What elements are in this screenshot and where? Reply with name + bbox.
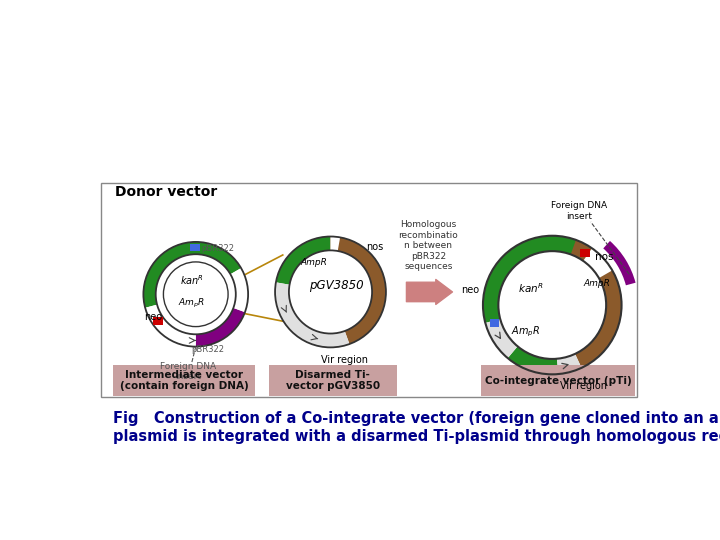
FancyBboxPatch shape (490, 319, 499, 327)
Wedge shape (276, 237, 330, 285)
Wedge shape (508, 346, 558, 374)
Wedge shape (230, 268, 248, 312)
Text: Am$_p$R: Am$_p$R (179, 297, 205, 310)
Text: Vir region: Vir region (559, 381, 606, 391)
FancyBboxPatch shape (113, 365, 255, 396)
Text: Am$_p$R: Am$_p$R (510, 325, 540, 339)
Text: Vir region: Vir region (321, 355, 368, 365)
Text: Fig   Construction of a Co-integrate vector (foreign gene cloned into an appropr: Fig Construction of a Co-integrate vecto… (113, 411, 720, 427)
Text: Homologous
recombinatio
n between
pBR322
sequences: Homologous recombinatio n between pBR322… (398, 220, 458, 271)
Wedge shape (571, 240, 621, 368)
Text: Co-integrate vector (pTi): Co-integrate vector (pTi) (485, 375, 631, 386)
Text: neo: neo (144, 312, 163, 322)
Text: pGV3850: pGV3850 (310, 279, 364, 292)
FancyBboxPatch shape (482, 365, 636, 396)
Text: nos: nos (595, 252, 614, 262)
Text: AmpR: AmpR (300, 258, 327, 267)
Wedge shape (330, 237, 340, 251)
Text: kan$^R$: kan$^R$ (180, 273, 204, 287)
Wedge shape (196, 308, 245, 347)
FancyBboxPatch shape (153, 317, 163, 325)
Wedge shape (583, 248, 612, 278)
Text: kan$^R$: kan$^R$ (518, 281, 544, 295)
Text: pBR322: pBR322 (201, 244, 234, 253)
Wedge shape (330, 237, 386, 344)
Text: AmpR: AmpR (583, 279, 611, 288)
Wedge shape (557, 354, 582, 374)
Wedge shape (145, 305, 196, 347)
Text: Disarmed Ti-
vector pGV3850: Disarmed Ti- vector pGV3850 (286, 370, 380, 392)
Wedge shape (143, 242, 241, 308)
Text: neo: neo (462, 285, 480, 295)
FancyBboxPatch shape (101, 184, 637, 397)
Wedge shape (275, 282, 349, 347)
Text: Intermediate vector
(contain foreign DNA): Intermediate vector (contain foreign DNA… (120, 370, 248, 392)
Wedge shape (483, 236, 592, 323)
Text: pBR322: pBR322 (191, 345, 224, 354)
Text: nos: nos (366, 242, 384, 252)
Text: Donor vector: Donor vector (115, 185, 217, 199)
Text: Foreign DNA
insert: Foreign DNA insert (160, 362, 216, 381)
FancyBboxPatch shape (580, 249, 590, 256)
FancyArrowPatch shape (406, 280, 452, 305)
Text: plasmid is integrated with a disarmed Ti-plasmid through homologous recombinatio: plasmid is integrated with a disarmed Ti… (113, 429, 720, 444)
FancyBboxPatch shape (269, 365, 397, 396)
FancyBboxPatch shape (189, 244, 200, 251)
Text: Foreign DNA
insert: Foreign DNA insert (551, 201, 607, 221)
Wedge shape (603, 241, 636, 285)
Wedge shape (485, 319, 518, 358)
